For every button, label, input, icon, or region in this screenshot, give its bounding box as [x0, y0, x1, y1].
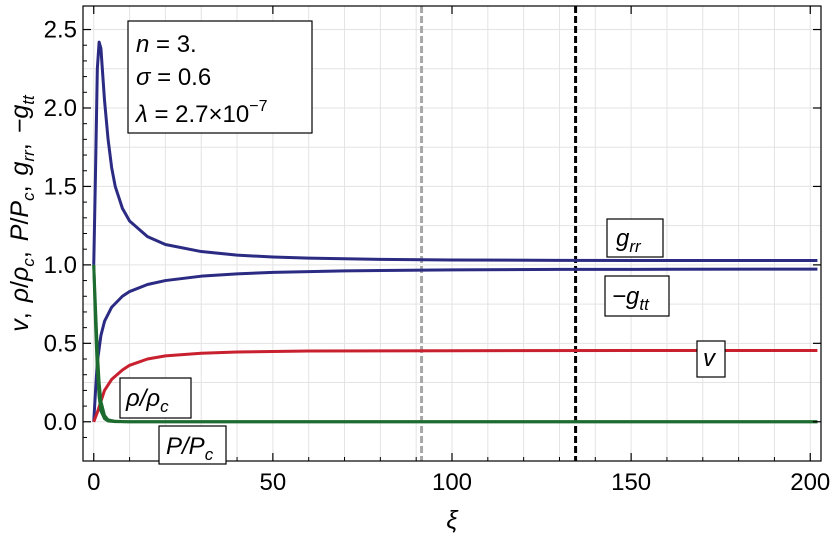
x-tick-label: 0 [87, 469, 100, 496]
param-sigma: σ = 0.6 [136, 64, 211, 91]
y-tick-label: 0.0 [44, 409, 77, 436]
svg-text:ρ/ρc: ρ/ρc [125, 385, 169, 416]
ylabel-sep3: , [6, 185, 34, 192]
ylabel-v: v [6, 318, 34, 332]
series-line-P [92, 264, 818, 424]
svg-text:P/Pc: P/Pc [166, 433, 214, 464]
label-P: P/Pc [158, 425, 227, 465]
parameter-box-frame [127, 20, 313, 134]
y-axis-label: v,ρ/ρc,P/Pc,grr,−gtt [6, 94, 38, 332]
ylabel-sep2: , [6, 251, 34, 258]
ylabel-rho-sub: c [19, 258, 38, 267]
ylabel-P-sub: c [19, 192, 38, 201]
marker-lines [420, 6, 578, 461]
label-rho: ρ/ρc [119, 377, 192, 419]
ylabel-grr-sub: rr [19, 149, 38, 162]
ylabel-sep4: , [6, 143, 34, 150]
ylabel-P-denominator: P [6, 201, 34, 218]
ylabel-grr: g [6, 161, 34, 175]
parameter-box: n = 3. σ = 0.6 λ = 2.7×10−7 [127, 20, 313, 134]
y-tick-label: 1.0 [44, 252, 77, 279]
x-tick-label: 50 [260, 469, 287, 496]
y-tick-label: 1.5 [44, 173, 77, 200]
ylabel-rho-denominator: ρ [6, 267, 34, 282]
label-gtt: −gtt [604, 275, 670, 317]
x-axis-label: ξ [446, 506, 459, 534]
ylabel-gtt: −g [6, 105, 34, 134]
x-tick-label: 200 [790, 469, 830, 496]
ticks: 0 50 100 150 200 0.0 0.5 1.0 1.5 2.0 2.5 [44, 6, 830, 496]
ylabel-rho: ρ [6, 288, 34, 303]
param-lambda: λ = 2.7×10−7 [134, 98, 268, 128]
svg-text:v: v [703, 345, 717, 372]
label-grr: grr [606, 218, 664, 258]
svg-text:−gtt: −gtt [612, 283, 650, 314]
series-line-v [92, 349, 818, 423]
ylabel-gtt-sub: tt [19, 94, 38, 105]
ylabel-P: P [6, 224, 34, 241]
series-layer [92, 40, 818, 424]
ylabel-sep1: , [6, 312, 34, 319]
series-line-gtt [92, 267, 818, 422]
label-v: v [696, 340, 726, 378]
x-tick-label: 150 [611, 469, 651, 496]
series-line-grr [92, 40, 818, 265]
y-tick-label: 0.5 [44, 330, 77, 357]
y-tick-label: 2.0 [44, 95, 77, 122]
param-n: n = 3. [136, 31, 197, 58]
x-tick-label: 100 [432, 469, 472, 496]
svg-text:grr: grr [616, 225, 642, 256]
y-tick-label: 2.5 [44, 17, 77, 44]
